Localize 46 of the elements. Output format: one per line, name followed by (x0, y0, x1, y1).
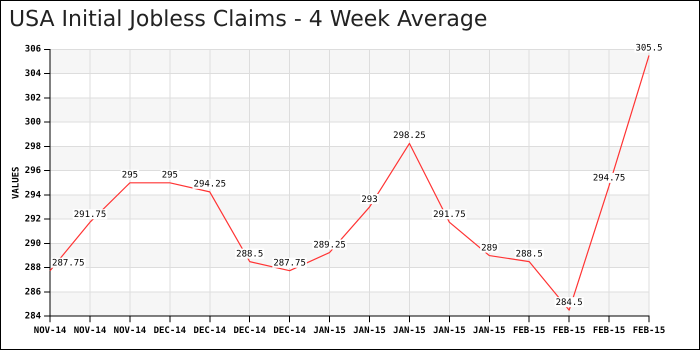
data-label: 287.75 (273, 258, 306, 269)
data-label: 289 (481, 243, 498, 254)
x-tick-label: DEC-14 (233, 326, 267, 336)
data-label: 294.25 (194, 180, 226, 190)
data-label: 291.75 (433, 210, 466, 220)
x-tick-label: JAN-15 (473, 326, 506, 336)
x-tick-label: JAN-15 (393, 326, 426, 336)
y-tick-label: 294 (24, 190, 42, 200)
x-tick-label: NOV-14 (114, 326, 147, 336)
y-tick-label: 296 (24, 166, 42, 176)
x-tick-label: NOV-14 (34, 326, 67, 336)
x-tick-label: DEC-14 (194, 326, 227, 336)
y-tick-label: 286 (24, 287, 42, 298)
data-label: 295 (162, 170, 178, 181)
x-tick-label: JAN-15 (313, 326, 346, 336)
x-tick-label: FEB-15 (632, 326, 666, 336)
x-tick-label: JAN-15 (353, 326, 386, 336)
y-tick-label: 298 (24, 142, 42, 152)
x-tick-label: FEB-15 (512, 326, 546, 336)
y-tick-label: 284 (24, 312, 42, 322)
y-tick-label: 304 (24, 69, 42, 79)
x-tick-label: NOV-14 (74, 326, 107, 336)
data-label: 305.5 (635, 43, 663, 54)
data-label: 293 (361, 194, 378, 205)
x-tick-label: DEC-14 (273, 326, 306, 336)
data-label: 294.75 (592, 174, 626, 184)
data-label: 287.75 (52, 258, 85, 269)
y-tick-label: 306 (24, 44, 42, 55)
y-tick-label: 288 (24, 263, 42, 274)
data-label: 288.5 (236, 249, 264, 260)
data-label: 288.5 (516, 249, 543, 260)
x-tick-label: DEC-14 (154, 326, 187, 336)
data-label: 289.25 (313, 240, 346, 250)
x-tick-label: FEB-15 (592, 326, 626, 336)
x-tick-label: FEB-15 (552, 326, 586, 336)
chart-title: USA Initial Jobless Claims - 4 Week Average (9, 7, 488, 32)
data-label: 291.75 (74, 210, 106, 220)
data-label: 298.25 (393, 131, 426, 142)
y-axis-title: VALUES (12, 166, 22, 200)
y-tick-label: 300 (24, 118, 42, 128)
y-tick-label: 292 (24, 214, 42, 225)
data-label: 295 (122, 170, 138, 181)
y-tick-label: 302 (24, 93, 42, 104)
y-tick-label: 290 (24, 238, 42, 249)
data-label: 284.5 (556, 298, 583, 308)
x-tick-label: JAN-15 (433, 326, 466, 336)
